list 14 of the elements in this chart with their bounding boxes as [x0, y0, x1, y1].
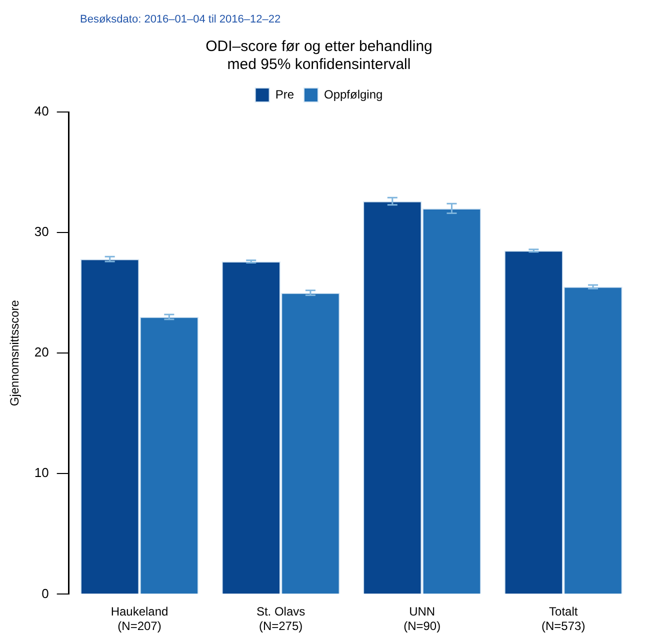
y-tick-label: 30 [34, 224, 49, 240]
x-tick-label: UNN (N=90) [404, 604, 441, 634]
y-tick-label: 10 [34, 465, 49, 480]
chart-subtitle: Besøksdato: 2016–01–04 til 2016–12–22 [80, 14, 281, 26]
x-tick-label: St. Olavs (N=275) [256, 604, 306, 634]
x-tick-label: Haukeland (N=207) [110, 604, 168, 634]
legend-label: Oppfølging [324, 87, 383, 102]
legend-label: Pre [275, 87, 294, 102]
x-tick-label: Totalt (N=573) [542, 604, 586, 634]
y-tick-label: 0 [42, 586, 49, 601]
y-tick-label: 40 [34, 104, 49, 119]
chart-title: ODI–score før og etter behandling med 95% konfidensintervall [206, 38, 432, 74]
y-axis-title: Gjennomsnittsscore [8, 300, 22, 406]
y-tick-label: 20 [34, 344, 49, 360]
